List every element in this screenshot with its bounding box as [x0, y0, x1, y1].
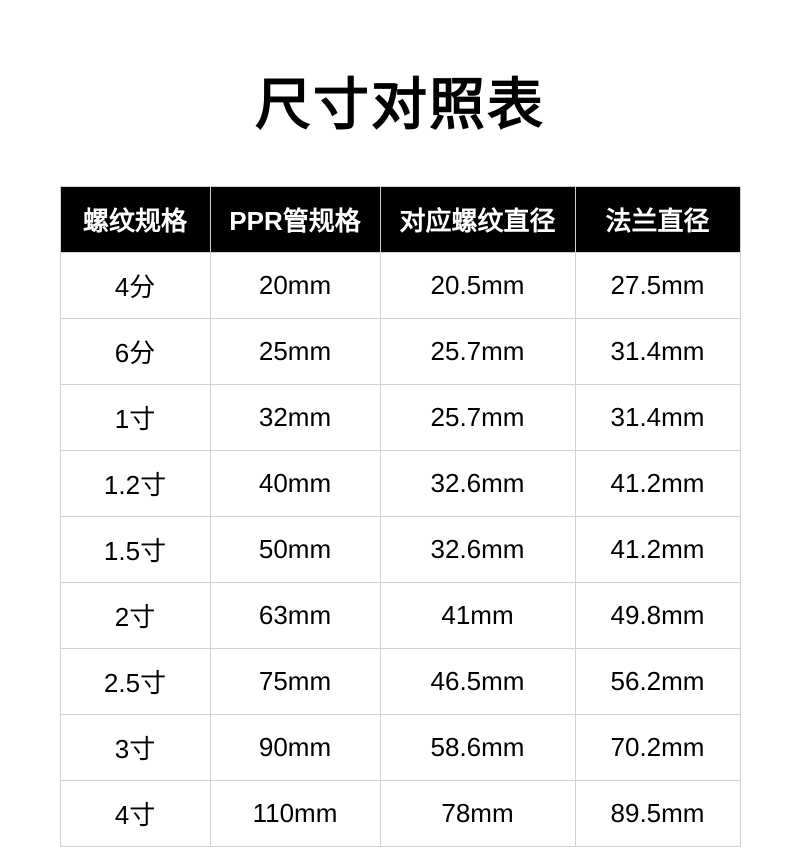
cell-thread-diameter: 41mm	[380, 583, 575, 649]
col-header-ppr-spec: PPR管规格	[210, 187, 380, 253]
cell-thread-diameter: 25.7mm	[380, 385, 575, 451]
table-row: 4寸 110mm 78mm 89.5mm	[60, 781, 740, 847]
cell-flange-diameter: 70.2mm	[575, 715, 740, 781]
cell-flange-diameter: 31.4mm	[575, 385, 740, 451]
cell-ppr-spec: 110mm	[210, 781, 380, 847]
cell-thread-diameter: 32.6mm	[380, 517, 575, 583]
col-header-thread-spec: 螺纹规格	[60, 187, 210, 253]
cell-thread-diameter: 58.6mm	[380, 715, 575, 781]
cell-flange-diameter: 56.2mm	[575, 649, 740, 715]
cell-thread-diameter: 20.5mm	[380, 253, 575, 319]
cell-thread-spec: 1.2寸	[60, 451, 210, 517]
cell-thread-spec: 1寸	[60, 385, 210, 451]
table-row: 6分 25mm 25.7mm 31.4mm	[60, 319, 740, 385]
cell-ppr-spec: 63mm	[210, 583, 380, 649]
table-header-row: 螺纹规格 PPR管规格 对应螺纹直径 法兰直径	[60, 187, 740, 253]
cell-thread-spec: 3寸	[60, 715, 210, 781]
cell-thread-diameter: 46.5mm	[380, 649, 575, 715]
cell-ppr-spec: 32mm	[210, 385, 380, 451]
col-header-thread-diameter: 对应螺纹直径	[380, 187, 575, 253]
cell-thread-spec: 1.5寸	[60, 517, 210, 583]
table-row: 2寸 63mm 41mm 49.8mm	[60, 583, 740, 649]
col-header-flange-diameter: 法兰直径	[575, 187, 740, 253]
cell-ppr-spec: 25mm	[210, 319, 380, 385]
cell-ppr-spec: 90mm	[210, 715, 380, 781]
table-row: 4分 20mm 20.5mm 27.5mm	[60, 253, 740, 319]
table-row: 1.5寸 50mm 32.6mm 41.2mm	[60, 517, 740, 583]
cell-thread-spec: 2寸	[60, 583, 210, 649]
cell-flange-diameter: 31.4mm	[575, 319, 740, 385]
cell-thread-diameter: 78mm	[380, 781, 575, 847]
cell-flange-diameter: 27.5mm	[575, 253, 740, 319]
page-title: 尺寸对照表	[255, 60, 545, 141]
cell-thread-spec: 4分	[60, 253, 210, 319]
table-row: 3寸 90mm 58.6mm 70.2mm	[60, 715, 740, 781]
table-row: 1寸 32mm 25.7mm 31.4mm	[60, 385, 740, 451]
table-row: 1.2寸 40mm 32.6mm 41.2mm	[60, 451, 740, 517]
cell-ppr-spec: 75mm	[210, 649, 380, 715]
cell-ppr-spec: 20mm	[210, 253, 380, 319]
cell-thread-spec: 6分	[60, 319, 210, 385]
cell-thread-spec: 2.5寸	[60, 649, 210, 715]
cell-flange-diameter: 49.8mm	[575, 583, 740, 649]
cell-ppr-spec: 50mm	[210, 517, 380, 583]
cell-flange-diameter: 41.2mm	[575, 517, 740, 583]
table-row: 2.5寸 75mm 46.5mm 56.2mm	[60, 649, 740, 715]
cell-flange-diameter: 41.2mm	[575, 451, 740, 517]
spec-table: 螺纹规格 PPR管规格 对应螺纹直径 法兰直径 4分 20mm 20.5mm 2…	[60, 186, 741, 847]
cell-thread-diameter: 32.6mm	[380, 451, 575, 517]
cell-thread-spec: 4寸	[60, 781, 210, 847]
cell-flange-diameter: 89.5mm	[575, 781, 740, 847]
cell-thread-diameter: 25.7mm	[380, 319, 575, 385]
cell-ppr-spec: 40mm	[210, 451, 380, 517]
